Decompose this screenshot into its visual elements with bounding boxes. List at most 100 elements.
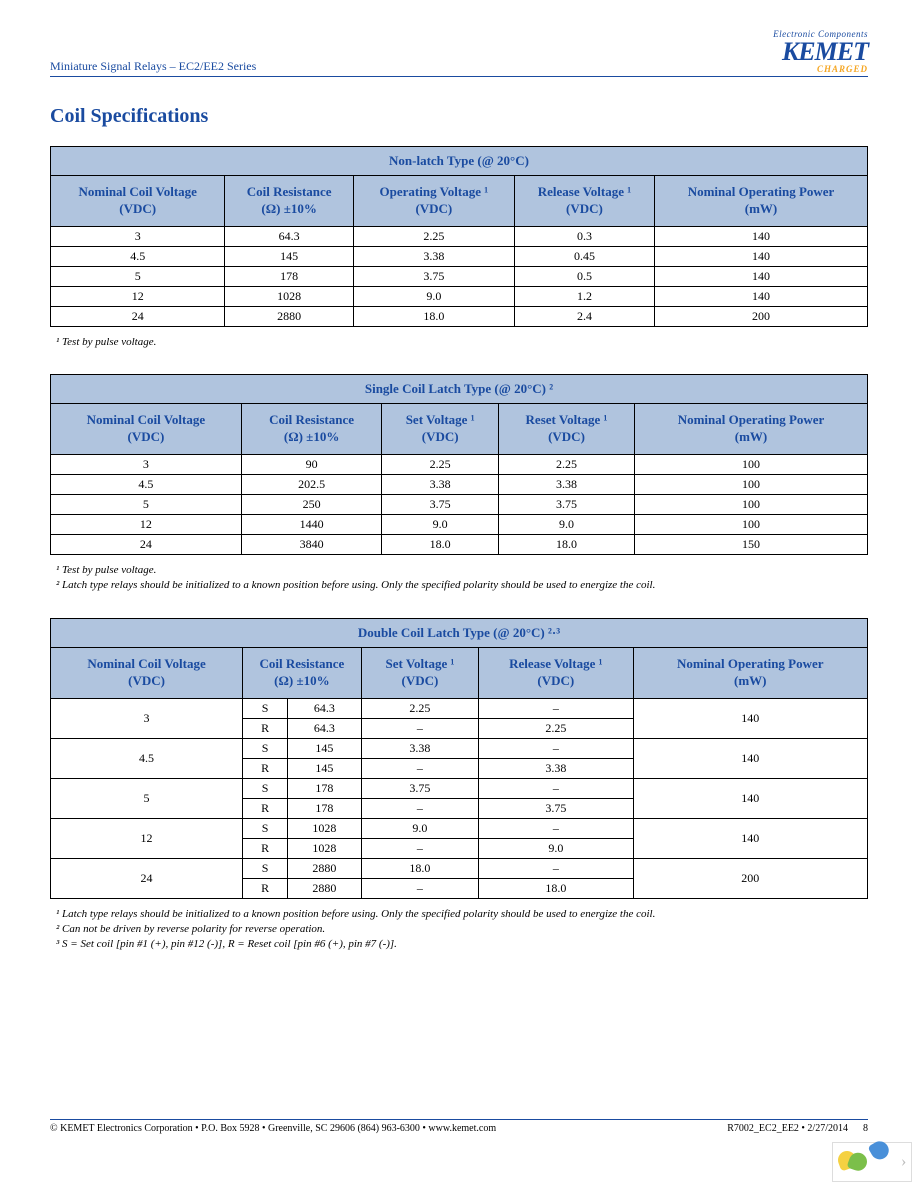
table-row: 24S288018.0–200 [51, 858, 868, 878]
double-footnotes: ¹ Latch type relays should be initialize… [56, 907, 868, 953]
table-cell: 64.3 [225, 226, 353, 246]
table-cell: 2880 [288, 858, 362, 878]
chevron-right-icon[interactable]: › [901, 1153, 906, 1171]
table-cell: 2.25 [498, 454, 634, 474]
table-row: 24288018.02.4200 [51, 306, 868, 326]
table-cell: R [243, 718, 288, 738]
table-cell: 24 [51, 534, 242, 554]
table-cell: 3.38 [382, 474, 499, 494]
column-header: Reset Voltage ¹ (VDC) [498, 404, 634, 455]
table-cell: – [479, 858, 633, 878]
column-header: Coil Resistance (Ω) ±10% [225, 176, 353, 227]
table-title: Double Coil Latch Type (@ 20°C) ²·³ [51, 618, 868, 647]
table-cell: – [479, 818, 633, 838]
table-cell: 3.75 [479, 798, 633, 818]
column-header: Release Voltage ¹ (VDC) [479, 647, 633, 698]
page-footer: © KEMET Electronics Corporation • P.O. B… [50, 1119, 868, 1134]
table-cell: 3.38 [353, 246, 514, 266]
table-cell: R [243, 798, 288, 818]
table-cell: 5 [51, 494, 242, 514]
table-cell: 145 [288, 758, 362, 778]
table-title: Non-latch Type (@ 20°C) [51, 147, 868, 176]
table-cell: – [479, 738, 633, 758]
table-cell: 3.38 [361, 738, 478, 758]
table-cell: 0.5 [514, 266, 654, 286]
table-cell: 9.0 [382, 514, 499, 534]
table-cell: 140 [655, 266, 868, 286]
table-cell: – [361, 798, 478, 818]
nonlatch-footnotes: ¹ Test by pulse voltage. [56, 335, 868, 350]
footnote: ² Latch type relays should be initialize… [56, 578, 868, 593]
table-cell: 1028 [225, 286, 353, 306]
table-cell: 150 [635, 534, 868, 554]
table-cell: – [361, 838, 478, 858]
table-cell: – [479, 778, 633, 798]
table-cell: S [243, 858, 288, 878]
table-cell: 9.0 [479, 838, 633, 858]
table-cell: 100 [635, 494, 868, 514]
table-cell: 4.5 [51, 246, 225, 266]
table-cell: 64.3 [288, 698, 362, 718]
table-cell: S [243, 738, 288, 758]
column-header: Set Voltage ¹ (VDC) [361, 647, 478, 698]
table-row: 51783.750.5140 [51, 266, 868, 286]
table-cell: 3.75 [382, 494, 499, 514]
column-header: Operating Voltage ¹ (VDC) [353, 176, 514, 227]
flower-icon [838, 1151, 892, 1173]
column-header: Set Voltage ¹ (VDC) [382, 404, 499, 455]
table-cell: 12 [51, 818, 243, 858]
table-cell: 18.0 [498, 534, 634, 554]
table-cell: 200 [655, 306, 868, 326]
footnote: ¹ Test by pulse voltage. [56, 563, 868, 578]
table-cell: – [479, 698, 633, 718]
table-title: Single Coil Latch Type (@ 20°C) ² [51, 375, 868, 404]
table-cell: 3.38 [479, 758, 633, 778]
column-header: Nominal Coil Voltage (VDC) [51, 647, 243, 698]
column-header: Nominal Coil Voltage (VDC) [51, 176, 225, 227]
table-cell: 178 [225, 266, 353, 286]
table-row: 12S10289.0–140 [51, 818, 868, 838]
page-header: Miniature Signal Relays – EC2/EE2 Series… [50, 30, 868, 77]
table-row: 5S1783.75–140 [51, 778, 868, 798]
table-row: 4.51453.380.45140 [51, 246, 868, 266]
table-row: 1210289.01.2140 [51, 286, 868, 306]
single-coil-table: Single Coil Latch Type (@ 20°C) ² Nomina… [50, 374, 868, 555]
table-cell: S [243, 698, 288, 718]
table-cell: 24 [51, 858, 243, 898]
nonlatch-table: Non-latch Type (@ 20°C) Nominal Coil Vol… [50, 146, 868, 327]
doc-title: Miniature Signal Relays – EC2/EE2 Series [50, 59, 256, 74]
table-cell: 140 [655, 246, 868, 266]
table-cell: R [243, 758, 288, 778]
table-cell: 5 [51, 778, 243, 818]
table-cell: 2.25 [382, 454, 499, 474]
table-cell: S [243, 778, 288, 798]
logo-tagline-bottom: CHARGED [773, 65, 868, 74]
table-cell: 5 [51, 266, 225, 286]
table-cell: 1028 [288, 818, 362, 838]
table-cell: R [243, 838, 288, 858]
table-row: 3S64.32.25–140 [51, 698, 868, 718]
table-cell: – [361, 878, 478, 898]
section-title: Coil Specifications [50, 105, 868, 128]
table-cell: 100 [635, 474, 868, 494]
table-cell: 3.75 [361, 778, 478, 798]
table-row: 1214409.09.0100 [51, 514, 868, 534]
table-cell: 140 [655, 286, 868, 306]
table-cell: 12 [51, 514, 242, 534]
table-cell: 3.75 [353, 266, 514, 286]
table-cell: 9.0 [498, 514, 634, 534]
table-cell: 18.0 [382, 534, 499, 554]
table-cell: 140 [633, 778, 868, 818]
table-cell: 3 [51, 454, 242, 474]
table-cell: 18.0 [353, 306, 514, 326]
table-cell: 4.5 [51, 474, 242, 494]
table-cell: 0.45 [514, 246, 654, 266]
table-row: 364.32.250.3140 [51, 226, 868, 246]
footer-left: © KEMET Electronics Corporation • P.O. B… [50, 1123, 496, 1134]
page-content: Miniature Signal Relays – EC2/EE2 Series… [0, 0, 918, 953]
table-cell: 3840 [241, 534, 382, 554]
corner-widget[interactable]: › [832, 1142, 912, 1182]
footnote: ³ S = Set coil [pin #1 (+), pin #12 (-)]… [56, 937, 868, 952]
table-cell: R [243, 878, 288, 898]
table-cell: 24 [51, 306, 225, 326]
